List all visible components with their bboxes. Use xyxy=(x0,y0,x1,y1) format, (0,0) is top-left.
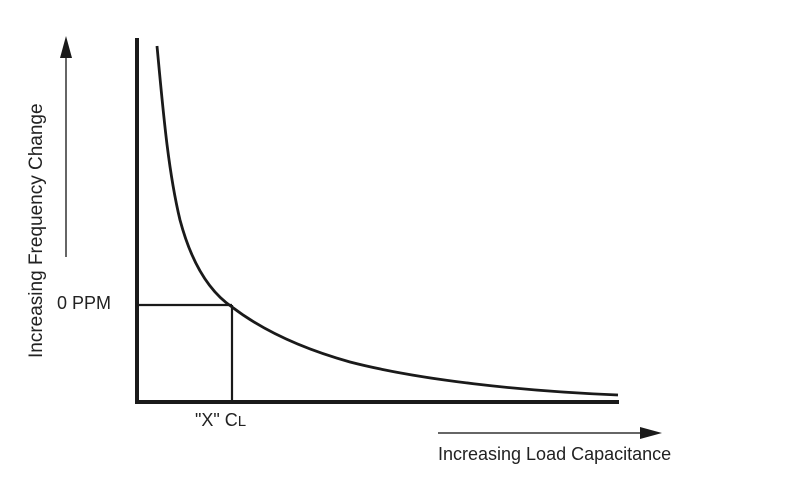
x-axis-label: Increasing Load Capacitance xyxy=(438,444,672,464)
x-cl-subscript: L xyxy=(237,413,247,430)
y-axis-label: Increasing Frequency Change xyxy=(26,103,47,358)
x-cl-label: "X" CL xyxy=(195,410,246,431)
frequency-curve xyxy=(155,45,619,397)
x-cl-text: "X" C xyxy=(195,410,238,430)
arrow-right-icon xyxy=(640,427,662,439)
zero-ppm-label: 0 PPM xyxy=(57,293,111,314)
arrow-up-icon xyxy=(60,36,72,58)
zero-ppm-text: 0 PPM xyxy=(57,293,112,313)
